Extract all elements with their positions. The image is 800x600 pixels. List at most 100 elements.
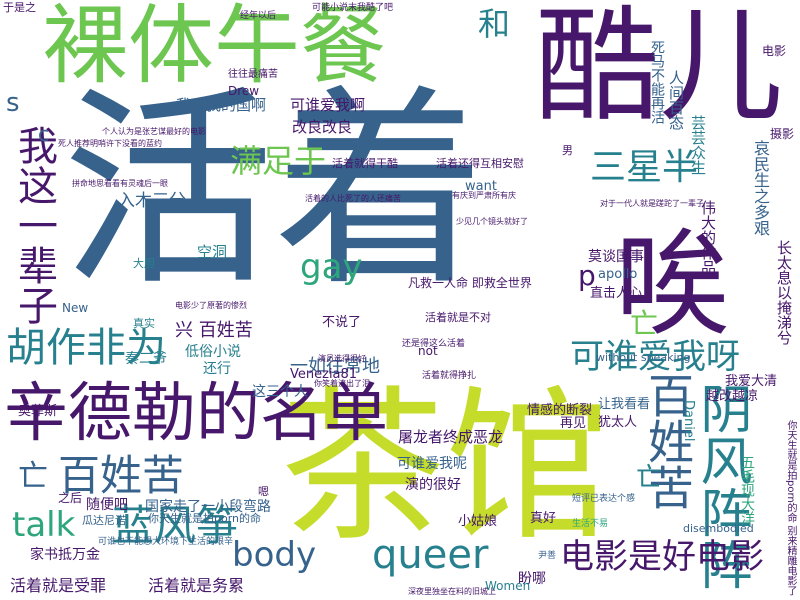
cloud-word: 一如往常地 [290,356,380,377]
cloud-word: 可谁爱我啊 [290,96,366,114]
cloud-word: talk [12,505,76,545]
cloud-word: 阴风阵阵 [691,382,751,590]
cloud-word: 辛德勒的名单 [4,377,388,451]
cloud-word: 茶馆 [280,371,610,563]
cloud-word: 经年以后 [240,11,277,21]
cloud-word: 尹善 [538,551,557,561]
cloud-word: 大胆 [133,257,155,270]
cloud-word: 入木三分 [118,191,186,211]
cloud-word: 之后 [58,491,83,505]
cloud-word: 胡作非为 [6,325,166,371]
cloud-word: 随便吧 [86,497,128,513]
cloud-word: 亡 [18,459,48,494]
cloud-word: 摄影 [770,127,795,141]
cloud-word: 电影少了原著的惨烈 [175,301,247,310]
cloud-word: 情感的断裂 [527,403,593,418]
cloud-word: 生活不易 [572,519,609,529]
cloud-word: 蓝风筝 [112,501,239,550]
cloud-word: without speaking [596,351,691,364]
cloud-word: 哀民生之多艰 [751,140,770,236]
cloud-word: 凡救一人命 即救全世界 [408,276,532,290]
cloud-word: 可谁也不能想大环境下生活的艰辛 [98,537,234,547]
cloud-word: 人间百态 [667,70,685,130]
cloud-word: Venezia81 [290,367,358,382]
cloud-word: 演的很好 [405,477,461,493]
cloud-word: Drew [228,84,260,98]
cloud-word: 和 [478,5,511,43]
cloud-word: 少见几个镜头就好了 [456,217,528,226]
cloud-word: 拼命地思看看有灵魂后一眼 [72,179,168,188]
cloud-word: 对于一代人就是蹉跎了一辈子 [600,199,704,208]
cloud-word: 低俗小说 [185,344,241,360]
cloud-word: 我这一辈子 [11,125,57,325]
cloud-word: 活着就是不对 [425,311,491,324]
cloud-word: 百姓苦 [641,372,695,510]
cloud-word: 我爱大清 [725,374,778,389]
cloud-word: 家书抵万金 [30,547,100,563]
cloud-word: 活着 [62,67,486,314]
cloud-word: want [465,179,497,194]
cloud-word: 你天生就是拍porn的命 [148,512,262,525]
cloud-word: 不说了 [322,315,362,330]
cloud-word: 死人推荐明哨许下没看的蓝约 [58,139,162,148]
cloud-word: 活着就得挣扎 [422,371,477,381]
cloud-word: 活着的人比死了的人还痛苦 [305,194,401,203]
cloud-word: not [418,344,438,358]
cloud-word: 电影是好电影 [560,537,764,577]
cloud-word: 我爱我的国啊 [176,96,267,114]
cloud-word: 唉 [615,218,731,352]
cloud-word: 越改越凉 [706,389,759,404]
cloud-word: 嗯 [258,485,269,498]
cloud-word: New [62,301,89,315]
cloud-word: 莫谈国事 [588,249,644,265]
cloud-word: 犹太人 [598,415,638,430]
cloud-word: body [232,535,317,575]
cloud-word: 你天生就是拍porn的命 别来精雕电影了 [785,420,796,596]
cloud-word: 三星半 [590,147,699,188]
cloud-word: c [38,122,49,146]
cloud-word: 秦二爷 [125,351,167,367]
cloud-word: 改良改良 [292,118,353,136]
cloud-word: 男 [562,144,573,157]
cloud-word: 百姓苦 [58,451,185,500]
cloud-word: Women [485,579,531,593]
cloud-word: 可谁爱我呢 [397,456,467,472]
cloud-word: 奥菲斯 [18,404,58,419]
cloud-word: 酷儿 [535,0,784,139]
cloud-word: 这三个人 [252,384,308,400]
cloud-word: disembodied [683,522,754,535]
cloud-word: 满足于 [230,142,327,180]
cloud-word: 还是得这么活着 [402,339,466,349]
cloud-word: 亡 [630,307,659,340]
cloud-word: 再见 [560,416,587,431]
cloud-word: 小姑娘 [458,514,498,529]
cloud-word: s [6,88,20,118]
cloud-word: 裸体午餐 [42,0,386,96]
cloud-word: 个人认为是张艺谋最好的电影 [102,127,206,136]
cloud-word: 深夜里独坐在料的旧城上 [408,587,496,596]
cloud-word: 往往最痛苦 [228,69,278,80]
cloud-word: p [578,259,596,292]
cloud-word: 盼哪 [518,571,546,587]
cloud-word: 可谁爱我呀 [570,337,740,377]
cloud-word: 兴 百姓苦 [175,320,253,341]
cloud-word: 短评已表达个感 [572,494,636,504]
cloud-word: apollo [598,267,638,282]
cloud-word: 真实 [133,317,155,330]
cloud-word: 活着还得互相安慰 [436,157,524,170]
cloud-word: queer [372,532,489,578]
cloud-word: 活着就得干酷 [332,157,398,170]
cloud-word: 空洞 [197,243,228,261]
cloud-word: 芸芸众生 [689,115,707,175]
cloud-word: 真好 [530,511,557,526]
cloud-word: 活着就是受罪 [10,576,107,595]
cloud-word: 长太息以掩涕兮 [775,240,793,345]
cloud-word: 五毛现大洋 [739,455,755,525]
cloud-word: gay [300,247,363,287]
cloud-word: 演员选得很好 [318,354,366,363]
cloud-word: 瓜达尼诺 [82,514,126,527]
cloud-word: 屠龙者终成恶龙 [398,428,504,446]
cloud-word: 直击人心 [590,286,643,301]
cloud-word: 亡 [636,463,663,493]
